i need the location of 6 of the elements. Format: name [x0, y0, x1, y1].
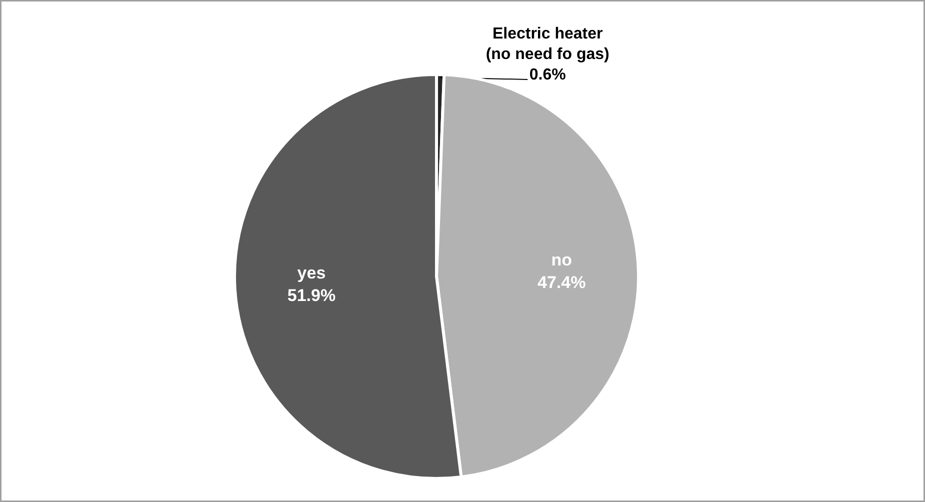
- slice-label: yes: [297, 263, 326, 282]
- data-label: 47.4%: [538, 273, 586, 292]
- slice-label: Electric heater (no need fo gas): [486, 26, 610, 63]
- slice-label: no: [551, 250, 572, 270]
- data-label: 51.9%: [287, 286, 336, 306]
- data-label: 0.6%: [529, 66, 566, 84]
